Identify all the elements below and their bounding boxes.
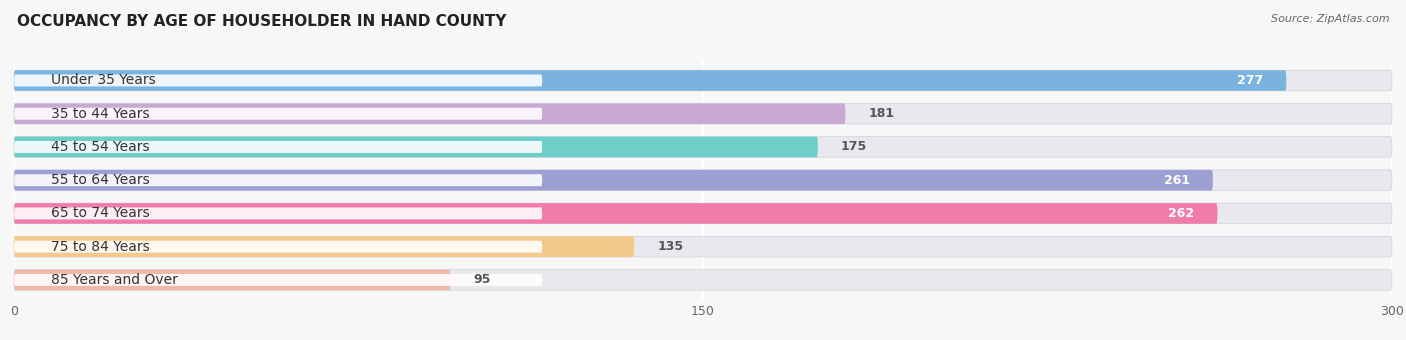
Text: 85 Years and Over: 85 Years and Over bbox=[51, 273, 177, 287]
FancyBboxPatch shape bbox=[14, 270, 1392, 290]
FancyBboxPatch shape bbox=[14, 236, 1392, 257]
FancyBboxPatch shape bbox=[14, 236, 634, 257]
Text: 75 to 84 Years: 75 to 84 Years bbox=[51, 240, 149, 254]
FancyBboxPatch shape bbox=[14, 270, 450, 290]
Text: 262: 262 bbox=[1168, 207, 1195, 220]
Text: 55 to 64 Years: 55 to 64 Years bbox=[51, 173, 149, 187]
FancyBboxPatch shape bbox=[14, 207, 543, 219]
Text: 261: 261 bbox=[1164, 174, 1189, 187]
Text: OCCUPANCY BY AGE OF HOUSEHOLDER IN HAND COUNTY: OCCUPANCY BY AGE OF HOUSEHOLDER IN HAND … bbox=[17, 14, 506, 29]
FancyBboxPatch shape bbox=[14, 74, 543, 86]
Text: 35 to 44 Years: 35 to 44 Years bbox=[51, 107, 149, 121]
FancyBboxPatch shape bbox=[14, 137, 1392, 157]
FancyBboxPatch shape bbox=[14, 174, 543, 186]
Text: 277: 277 bbox=[1237, 74, 1264, 87]
Text: 181: 181 bbox=[869, 107, 894, 120]
FancyBboxPatch shape bbox=[14, 70, 1392, 91]
FancyBboxPatch shape bbox=[14, 203, 1392, 224]
FancyBboxPatch shape bbox=[14, 70, 1286, 91]
Text: 175: 175 bbox=[841, 140, 868, 153]
Text: 95: 95 bbox=[474, 273, 491, 286]
FancyBboxPatch shape bbox=[14, 203, 1218, 224]
FancyBboxPatch shape bbox=[14, 170, 1392, 190]
Text: Under 35 Years: Under 35 Years bbox=[51, 73, 156, 87]
Text: 65 to 74 Years: 65 to 74 Years bbox=[51, 206, 149, 220]
FancyBboxPatch shape bbox=[14, 241, 543, 253]
FancyBboxPatch shape bbox=[14, 170, 1213, 190]
FancyBboxPatch shape bbox=[14, 137, 818, 157]
Text: Source: ZipAtlas.com: Source: ZipAtlas.com bbox=[1271, 14, 1389, 23]
FancyBboxPatch shape bbox=[14, 103, 1392, 124]
FancyBboxPatch shape bbox=[14, 108, 543, 120]
FancyBboxPatch shape bbox=[14, 274, 543, 286]
Text: 135: 135 bbox=[657, 240, 683, 253]
FancyBboxPatch shape bbox=[14, 141, 543, 153]
Text: 45 to 54 Years: 45 to 54 Years bbox=[51, 140, 149, 154]
FancyBboxPatch shape bbox=[14, 103, 845, 124]
